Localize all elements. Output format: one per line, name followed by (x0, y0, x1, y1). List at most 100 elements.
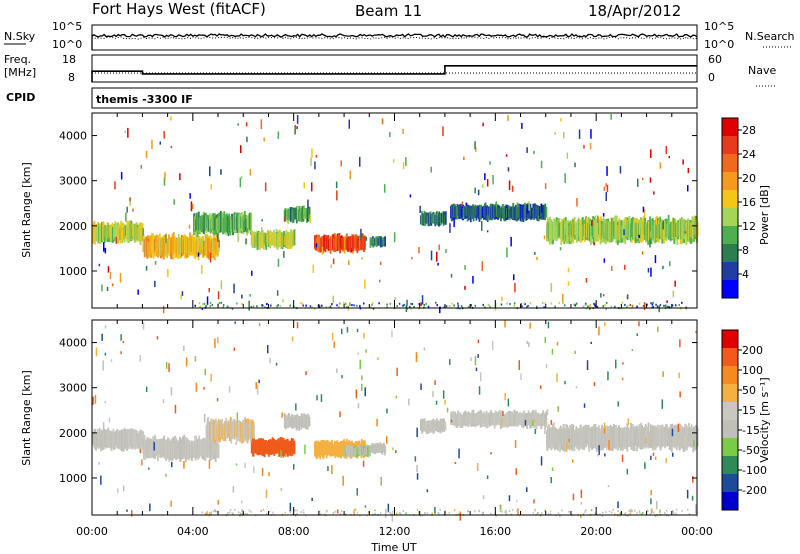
noise-point (423, 347, 426, 351)
noise-point (332, 258, 335, 265)
ground-scatter-point (568, 510, 570, 513)
noise-point (339, 411, 341, 418)
y-tick-label: 2000 (59, 427, 87, 440)
ground-scatter-point (656, 305, 659, 308)
ground-scatter-point (457, 302, 459, 305)
echo-column (250, 212, 253, 233)
ground-scatter-point (640, 513, 643, 516)
noise-point (127, 127, 129, 138)
ground-scatter-point (339, 302, 341, 305)
ground-scatter-point (265, 512, 268, 515)
noise-point (692, 476, 694, 483)
ground-scatter-point (351, 304, 353, 307)
noise-point (168, 363, 170, 372)
noise-point (195, 382, 198, 392)
ground-scatter-point (608, 510, 611, 513)
noise-point (316, 395, 318, 401)
echo-column (485, 206, 488, 220)
ground-scatter-point (554, 305, 556, 308)
noise-point (364, 279, 366, 289)
noise-point (687, 185, 689, 192)
noise-point (606, 185, 609, 193)
noise-point (294, 125, 296, 135)
noise-point (567, 267, 570, 273)
noise-point (239, 177, 242, 188)
ground-scatter-point (418, 511, 420, 513)
noise-point (642, 177, 644, 180)
noise-point (162, 305, 165, 314)
noise-point (603, 422, 606, 430)
noise-point (605, 192, 607, 201)
noise-point (597, 453, 599, 457)
ground-scatter-point (470, 304, 472, 307)
noise-point (191, 203, 194, 209)
noise-point (619, 166, 622, 174)
noise-point (119, 273, 122, 283)
noise-point (617, 501, 619, 509)
noise-point (650, 489, 652, 496)
noise-point (550, 282, 553, 292)
noise-point (679, 339, 681, 348)
power-colorbar-label: Power [dB] (758, 185, 771, 245)
ground-scatter-point (343, 301, 345, 304)
ground-scatter-point (438, 512, 440, 515)
noise-point (490, 452, 492, 455)
noise-point (486, 230, 489, 233)
noise-point (379, 261, 382, 265)
noise-point (311, 182, 313, 192)
noise-point (185, 357, 188, 367)
noise-point (544, 336, 546, 344)
ground-scatter-point (363, 302, 365, 305)
noise-point (506, 247, 508, 258)
nsky-tick-bottom: 10^0 (52, 38, 82, 51)
noise-point (517, 508, 519, 515)
ground-scatter-point (659, 509, 661, 512)
noise-point (220, 169, 222, 175)
noise-point (258, 322, 261, 327)
ground-scatter-point (638, 510, 641, 513)
ground-scatter-point (302, 509, 305, 512)
ground-scatter-point (628, 509, 630, 512)
ground-scatter-point (199, 305, 201, 308)
noise-point (606, 166, 608, 176)
noise-point (359, 359, 361, 370)
ground-scatter-point (584, 509, 587, 512)
ground-scatter-point (610, 305, 612, 308)
noise-point (607, 485, 610, 488)
noise-point (234, 321, 236, 324)
ground-scatter-point (557, 512, 560, 515)
noise-point (475, 367, 478, 372)
ground-scatter-point (406, 307, 408, 310)
noise-point (365, 236, 368, 241)
ground-scatter-point (300, 302, 302, 304)
ground-scatter-point (353, 304, 355, 307)
ground-scatter-point (636, 511, 638, 514)
ground-scatter-point (624, 512, 627, 515)
noise-point (228, 386, 231, 393)
noise-point (102, 360, 104, 371)
ground-scatter-point (529, 302, 532, 305)
ground-scatter-point (369, 305, 371, 308)
ground-scatter-point (642, 305, 645, 307)
ground-scatter-point (652, 306, 654, 308)
noise-point (610, 113, 612, 120)
noise-point (640, 220, 642, 228)
ground-scatter-point (405, 305, 408, 308)
noise-point (449, 359, 451, 365)
ground-scatter-point (436, 304, 438, 307)
noise-point (420, 383, 422, 390)
ground-scatter-point (482, 511, 484, 514)
noise-point (682, 159, 684, 165)
ground-scatter-point (204, 512, 207, 515)
noise-point (602, 213, 605, 217)
noise-point (132, 208, 134, 212)
ground-scatter-point (587, 305, 589, 308)
ground-scatter-point (374, 509, 376, 512)
noise-point (482, 122, 484, 127)
colorbar-tick-label: 20 (742, 172, 756, 185)
colorbar-tick-label: -50 (742, 444, 760, 457)
colorbar-tick-label: 50 (742, 384, 756, 397)
noise-point (539, 385, 542, 389)
noise-point (237, 232, 239, 242)
ground-scatter-point (289, 511, 292, 514)
